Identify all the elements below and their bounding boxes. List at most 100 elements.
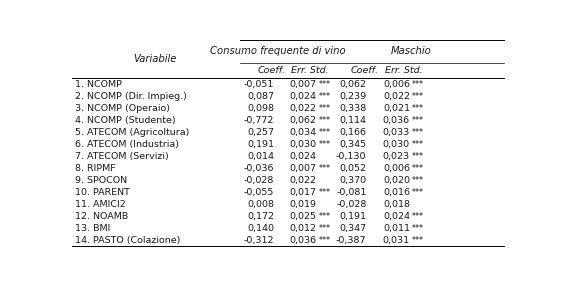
Text: 0,345: 0,345 <box>339 140 366 149</box>
Text: ***: *** <box>412 80 424 89</box>
Text: ***: *** <box>412 236 424 245</box>
Text: ***: *** <box>319 140 330 149</box>
Text: 6. ATECOM (Industria): 6. ATECOM (Industria) <box>75 140 179 149</box>
Text: 0,022: 0,022 <box>289 176 316 185</box>
Text: 0,024: 0,024 <box>289 92 316 101</box>
Text: Maschio: Maschio <box>391 46 432 56</box>
Text: 0,007: 0,007 <box>289 164 316 173</box>
Text: 5. ATECOM (Agricoltura): 5. ATECOM (Agricoltura) <box>75 128 189 137</box>
Text: 0,020: 0,020 <box>383 176 410 185</box>
Text: 7. ATECOM (Servizi): 7. ATECOM (Servizi) <box>75 152 169 161</box>
Text: 0,006: 0,006 <box>383 80 410 89</box>
Text: ***: *** <box>319 116 330 125</box>
Text: 0,024: 0,024 <box>383 212 410 221</box>
Text: 0,025: 0,025 <box>289 212 316 221</box>
Text: 14. PASTO (Colazione): 14. PASTO (Colazione) <box>75 236 180 245</box>
Text: 10. PARENT: 10. PARENT <box>75 188 129 197</box>
Text: 0,172: 0,172 <box>247 212 274 221</box>
Text: Coeff.: Coeff. <box>350 66 378 75</box>
Text: 0,052: 0,052 <box>339 164 366 173</box>
Text: -0,772: -0,772 <box>244 116 274 125</box>
Text: 0,012: 0,012 <box>289 224 316 233</box>
Text: 0,347: 0,347 <box>339 224 366 233</box>
Text: 0,257: 0,257 <box>247 128 274 137</box>
Text: 0,031: 0,031 <box>383 236 410 245</box>
Text: 0,022: 0,022 <box>289 104 316 113</box>
Text: 0,019: 0,019 <box>289 200 316 209</box>
Text: -0,036: -0,036 <box>243 164 274 173</box>
Text: ***: *** <box>412 128 424 137</box>
Text: ***: *** <box>412 152 424 161</box>
Text: -0,312: -0,312 <box>243 236 274 245</box>
Text: 8. RIPMF: 8. RIPMF <box>75 164 115 173</box>
Text: Err. Std.: Err. Std. <box>384 66 422 75</box>
Text: -0,051: -0,051 <box>244 80 274 89</box>
Text: Variabile: Variabile <box>134 54 177 64</box>
Text: ***: *** <box>412 164 424 173</box>
Text: ***: *** <box>412 176 424 185</box>
Text: 0,006: 0,006 <box>383 164 410 173</box>
Text: -0,028: -0,028 <box>244 176 274 185</box>
Text: 0,021: 0,021 <box>383 104 410 113</box>
Text: ***: *** <box>412 104 424 113</box>
Text: -0,081: -0,081 <box>336 188 366 197</box>
Text: 0,338: 0,338 <box>339 104 366 113</box>
Text: Consumo frequente di vino: Consumo frequente di vino <box>210 46 346 56</box>
Text: ***: *** <box>319 104 330 113</box>
Text: 0,062: 0,062 <box>339 80 366 89</box>
Text: 0,191: 0,191 <box>339 212 366 221</box>
Text: 0,098: 0,098 <box>247 104 274 113</box>
Text: ***: *** <box>319 80 330 89</box>
Text: 0,191: 0,191 <box>247 140 274 149</box>
Text: ***: *** <box>319 212 330 221</box>
Text: ***: *** <box>319 236 330 245</box>
Text: ***: *** <box>412 212 424 221</box>
Text: 0,018: 0,018 <box>383 200 410 209</box>
Text: ***: *** <box>319 92 330 101</box>
Text: ***: *** <box>412 92 424 101</box>
Text: 9. SPOCON: 9. SPOCON <box>75 176 126 185</box>
Text: Coeff.: Coeff. <box>258 66 286 75</box>
Text: 0,008: 0,008 <box>247 200 274 209</box>
Text: -0,055: -0,055 <box>244 188 274 197</box>
Text: ***: *** <box>319 164 330 173</box>
Text: 1. NCOMP: 1. NCOMP <box>75 80 121 89</box>
Text: 0,036: 0,036 <box>289 236 316 245</box>
Text: 0,034: 0,034 <box>289 128 316 137</box>
Text: 4. NCOMP (Studente): 4. NCOMP (Studente) <box>75 116 175 125</box>
Text: 0,036: 0,036 <box>383 116 410 125</box>
Text: 0,011: 0,011 <box>383 224 410 233</box>
Text: ***: *** <box>412 116 424 125</box>
Text: 0,370: 0,370 <box>339 176 366 185</box>
Text: ***: *** <box>319 224 330 233</box>
Text: ***: *** <box>319 188 330 197</box>
Text: 0,014: 0,014 <box>247 152 274 161</box>
Text: 3. NCOMP (Operaio): 3. NCOMP (Operaio) <box>75 104 170 113</box>
Text: 0,024: 0,024 <box>289 152 316 161</box>
Text: ***: *** <box>412 140 424 149</box>
Text: 0,016: 0,016 <box>383 188 410 197</box>
Text: ***: *** <box>412 224 424 233</box>
Text: 0,033: 0,033 <box>383 128 410 137</box>
Text: 0,007: 0,007 <box>289 80 316 89</box>
Text: 0,087: 0,087 <box>247 92 274 101</box>
Text: 0,030: 0,030 <box>289 140 316 149</box>
Text: 0,239: 0,239 <box>339 92 366 101</box>
Text: 2. NCOMP (Dir. Impieg.): 2. NCOMP (Dir. Impieg.) <box>75 92 187 101</box>
Text: 0,114: 0,114 <box>339 116 366 125</box>
Text: -0,028: -0,028 <box>336 200 366 209</box>
Text: Err. Std.: Err. Std. <box>291 66 329 75</box>
Text: 0,023: 0,023 <box>383 152 410 161</box>
Text: 11. AMICI2: 11. AMICI2 <box>75 200 125 209</box>
Text: -0,387: -0,387 <box>336 236 366 245</box>
Text: ***: *** <box>319 128 330 137</box>
Text: ***: *** <box>412 188 424 197</box>
Text: 12. NOAMB: 12. NOAMB <box>75 212 128 221</box>
Text: 0,166: 0,166 <box>339 128 366 137</box>
Text: 0,062: 0,062 <box>289 116 316 125</box>
Text: 0,140: 0,140 <box>247 224 274 233</box>
Text: 13. BMI: 13. BMI <box>75 224 110 233</box>
Text: -0,130: -0,130 <box>336 152 366 161</box>
Text: 0,030: 0,030 <box>383 140 410 149</box>
Text: 0,017: 0,017 <box>289 188 316 197</box>
